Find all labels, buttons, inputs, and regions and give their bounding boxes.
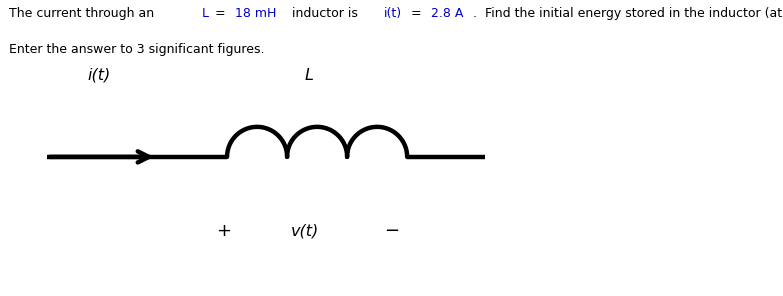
Text: i(t): i(t): [88, 68, 111, 83]
Text: 18 mH: 18 mH: [235, 7, 276, 20]
Text: .  Find the initial energy stored in the inductor (at: . Find the initial energy stored in the …: [473, 7, 783, 20]
Text: Enter the answer to 3 significant figures.: Enter the answer to 3 significant figure…: [9, 43, 265, 56]
Text: L: L: [202, 7, 209, 20]
Text: +: +: [215, 222, 231, 240]
Text: 2.8 A: 2.8 A: [431, 7, 464, 20]
Text: −: −: [384, 222, 399, 240]
Text: L: L: [305, 68, 314, 83]
Text: =: =: [211, 7, 229, 20]
Text: inductor is: inductor is: [288, 7, 363, 20]
Text: v(t): v(t): [291, 223, 319, 238]
Text: =: =: [407, 7, 426, 20]
Text: The current through an: The current through an: [9, 7, 158, 20]
Text: i(t): i(t): [384, 7, 402, 20]
